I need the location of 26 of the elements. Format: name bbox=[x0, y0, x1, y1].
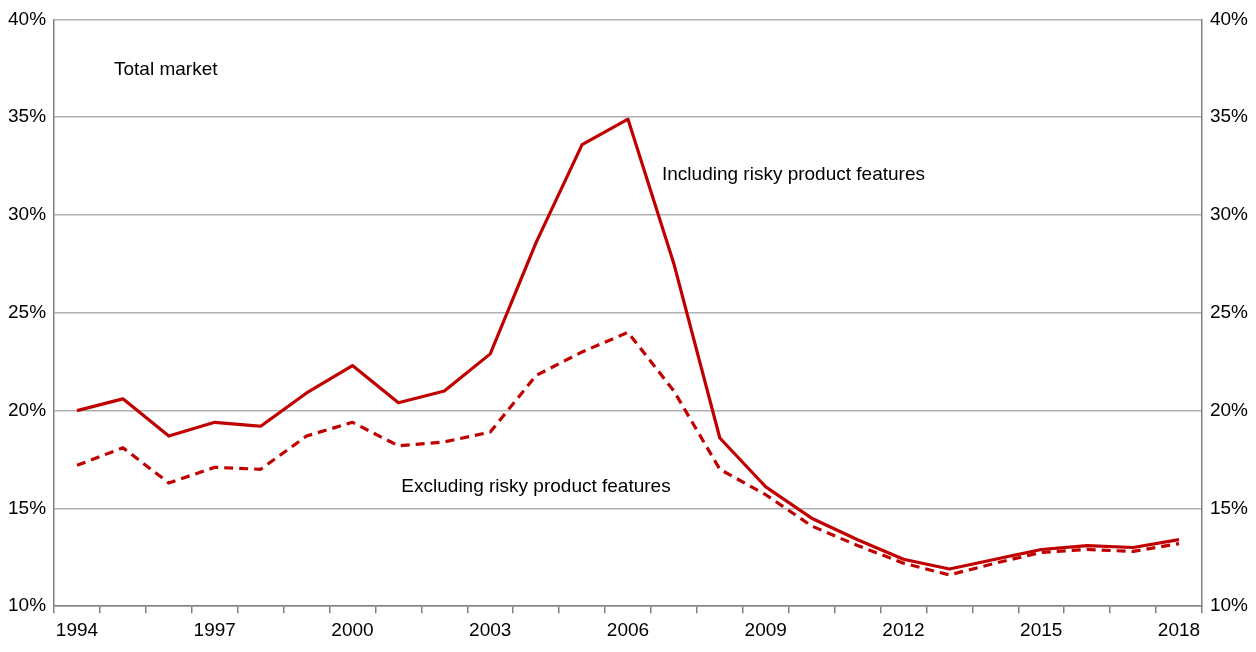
y-tick-label: 10% bbox=[8, 594, 47, 616]
y2-tick-label: 10% bbox=[1209, 594, 1249, 616]
series-label: Excluding risky product features bbox=[401, 474, 671, 496]
x-tick-label: 2000 bbox=[331, 618, 374, 640]
y2-tick-label: 30% bbox=[1209, 203, 1249, 225]
x-tick-label: 2018 bbox=[1157, 618, 1201, 640]
series-label: Including risky product features bbox=[662, 163, 925, 185]
y-tick-label: 40% bbox=[8, 7, 47, 29]
y-tick-label: 15% bbox=[8, 496, 47, 518]
annotation: Total market bbox=[114, 57, 219, 79]
y-tick-label: 35% bbox=[8, 105, 47, 127]
y-tick-label: 20% bbox=[8, 398, 47, 420]
y2-tick-label: 35% bbox=[1209, 105, 1249, 127]
y2-tick-label: 40% bbox=[1209, 7, 1249, 29]
x-tick-label: 2003 bbox=[469, 618, 512, 640]
x-tick-label: 2009 bbox=[744, 618, 787, 640]
y-tick-label: 30% bbox=[8, 203, 47, 225]
y2-tick-label: 20% bbox=[1209, 398, 1249, 420]
x-tick-label: 2006 bbox=[606, 618, 650, 640]
x-tick-label: 2015 bbox=[1020, 618, 1063, 640]
x-tick-label: 1997 bbox=[193, 618, 236, 640]
x-tick-label: 2012 bbox=[882, 618, 925, 640]
y2-tick-label: 15% bbox=[1209, 496, 1249, 518]
y2-tick-label: 25% bbox=[1209, 301, 1249, 323]
y-tick-label: 25% bbox=[8, 301, 47, 323]
x-tick-label: 1994 bbox=[55, 618, 99, 640]
